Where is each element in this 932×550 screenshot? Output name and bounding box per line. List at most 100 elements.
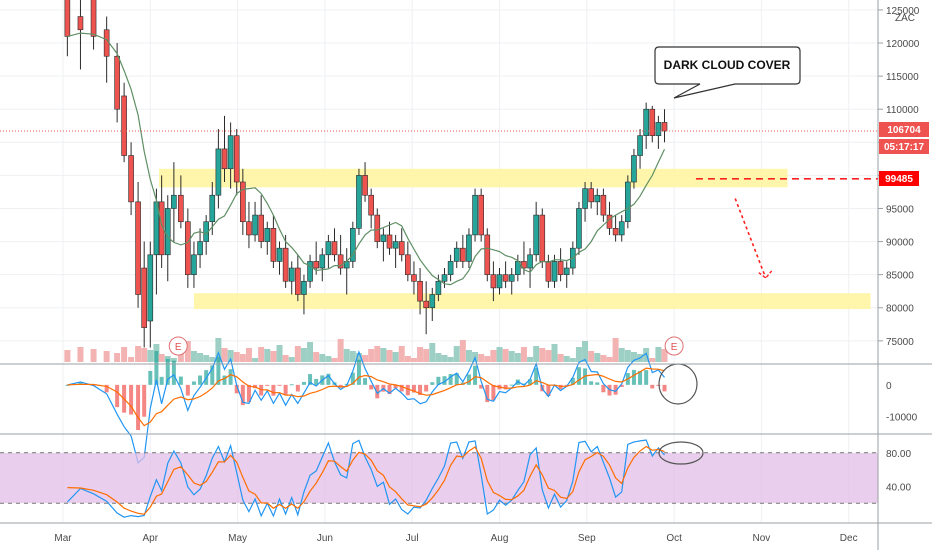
candle[interactable] <box>411 274 417 282</box>
candle[interactable] <box>612 228 619 236</box>
candle[interactable] <box>246 221 252 236</box>
candle[interactable] <box>215 148 222 196</box>
candle[interactable] <box>128 155 134 203</box>
macd-histogram-bar <box>295 384 300 392</box>
candle[interactable] <box>496 274 503 289</box>
candle[interactable] <box>386 234 393 249</box>
candle[interactable] <box>490 274 497 289</box>
month-tick-label: Mar <box>54 533 72 544</box>
macd-histogram-bar <box>570 377 575 385</box>
candle[interactable] <box>209 194 216 223</box>
candle[interactable] <box>484 234 491 275</box>
candle[interactable] <box>502 274 509 282</box>
candle[interactable] <box>374 214 381 242</box>
candle[interactable] <box>121 95 127 156</box>
candle[interactable] <box>185 221 191 275</box>
candle[interactable] <box>576 208 582 249</box>
macd-histogram-bar <box>265 384 270 386</box>
candle[interactable] <box>313 261 319 269</box>
candle[interactable] <box>331 241 338 256</box>
candles[interactable] <box>64 0 668 348</box>
candle[interactable] <box>141 267 147 328</box>
candle[interactable] <box>350 228 356 262</box>
candle[interactable] <box>288 267 295 282</box>
candle[interactable] <box>447 261 454 275</box>
candle[interactable] <box>508 274 515 282</box>
candle[interactable] <box>90 0 97 37</box>
candle[interactable] <box>631 155 637 183</box>
candle[interactable] <box>594 194 601 203</box>
candle[interactable] <box>551 261 558 282</box>
candle[interactable] <box>178 194 184 223</box>
candle[interactable] <box>429 294 436 309</box>
candle[interactable] <box>103 29 110 57</box>
candle[interactable] <box>252 214 258 236</box>
candle[interactable] <box>643 108 649 136</box>
candle[interactable] <box>563 267 570 275</box>
candle[interactable] <box>307 261 313 282</box>
candle[interactable] <box>606 214 613 229</box>
candle[interactable] <box>270 228 277 262</box>
candle[interactable] <box>618 221 625 236</box>
candle[interactable] <box>533 214 539 256</box>
candle[interactable] <box>319 254 326 269</box>
candle[interactable] <box>588 188 594 203</box>
candle[interactable] <box>539 214 546 262</box>
candle[interactable] <box>114 55 120 110</box>
candle[interactable] <box>527 254 533 269</box>
candle[interactable] <box>258 214 264 242</box>
candle[interactable] <box>625 181 631 223</box>
candle[interactable] <box>545 261 552 282</box>
candle[interactable] <box>392 241 399 249</box>
candle[interactable] <box>521 261 527 269</box>
candle[interactable] <box>637 135 643 156</box>
candle[interactable] <box>337 254 344 269</box>
candle[interactable] <box>221 148 228 170</box>
earnings-marker[interactable] <box>168 336 188 356</box>
candle[interactable] <box>171 194 177 209</box>
candle[interactable] <box>435 280 442 295</box>
candle[interactable] <box>301 280 307 295</box>
candle[interactable] <box>264 228 271 242</box>
candle[interactable] <box>582 188 588 209</box>
candle[interactable] <box>453 247 460 262</box>
candle[interactable] <box>398 241 405 256</box>
month-tick-label: Apr <box>143 533 159 544</box>
candle[interactable] <box>655 122 662 136</box>
candle[interactable] <box>197 241 203 256</box>
earnings-marker[interactable] <box>664 336 684 356</box>
candle[interactable] <box>380 234 387 242</box>
candle[interactable] <box>282 247 289 282</box>
volume-bar <box>612 338 619 362</box>
candle[interactable] <box>356 175 362 229</box>
candle[interactable] <box>405 254 411 275</box>
candle[interactable] <box>423 300 429 309</box>
candle[interactable] <box>557 261 564 275</box>
candle[interactable] <box>295 267 301 295</box>
candle[interactable] <box>147 254 154 322</box>
candle[interactable] <box>227 135 234 170</box>
candle[interactable] <box>466 234 472 262</box>
candle[interactable] <box>661 122 668 132</box>
volume-bar <box>630 352 637 362</box>
candle[interactable] <box>441 274 448 282</box>
candle[interactable] <box>240 181 246 223</box>
candle[interactable] <box>325 241 332 256</box>
candle[interactable] <box>64 0 71 37</box>
candle[interactable] <box>158 201 165 256</box>
candle[interactable] <box>460 247 466 262</box>
candle[interactable] <box>368 194 374 216</box>
candle[interactable] <box>233 135 240 183</box>
candle[interactable] <box>135 201 141 295</box>
candle[interactable] <box>649 108 656 136</box>
candle[interactable] <box>478 194 484 236</box>
candle[interactable] <box>362 175 368 196</box>
candle[interactable] <box>191 254 197 275</box>
candle[interactable] <box>164 208 171 256</box>
candle[interactable] <box>276 247 283 262</box>
candle[interactable] <box>77 16 84 31</box>
candle[interactable] <box>417 280 423 302</box>
candle[interactable] <box>472 194 478 236</box>
candle[interactable] <box>600 194 607 216</box>
